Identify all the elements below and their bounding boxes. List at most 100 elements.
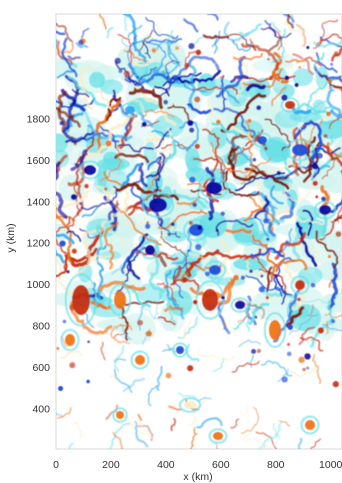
eddy-dot xyxy=(297,297,301,302)
field-filament xyxy=(95,185,114,205)
field-filament xyxy=(225,228,252,234)
field-filament xyxy=(244,129,264,147)
vortex-core xyxy=(285,101,295,109)
vortex-halo xyxy=(141,192,175,218)
field-filament xyxy=(130,177,149,215)
eddy-dot xyxy=(249,269,253,273)
vortex-core xyxy=(257,136,267,144)
eddy-dot xyxy=(188,43,195,50)
field-blob xyxy=(292,68,314,87)
field-filament xyxy=(272,21,282,33)
field-filament xyxy=(165,59,181,92)
field-filament xyxy=(160,230,190,279)
field-filament xyxy=(85,386,92,391)
field-filament xyxy=(80,185,118,211)
field-filament xyxy=(202,128,221,173)
eddy-dot xyxy=(276,170,281,176)
field-filament xyxy=(171,69,222,85)
eddy-dot xyxy=(269,75,274,81)
field-filament xyxy=(299,336,324,352)
field-filament xyxy=(295,23,307,48)
vortex-core xyxy=(176,346,184,354)
vortex-halo xyxy=(203,260,227,280)
field-filament xyxy=(298,326,315,346)
field-filament xyxy=(103,170,124,188)
eddy-dot xyxy=(333,51,339,56)
field-filament xyxy=(237,309,250,323)
eddy-dot xyxy=(247,118,252,123)
field-filament xyxy=(61,37,78,78)
field-filament xyxy=(199,353,236,362)
field-filament xyxy=(230,418,240,429)
y-tick-label: 1000 xyxy=(27,279,51,291)
field-filament xyxy=(80,27,90,39)
field-filament xyxy=(157,316,176,326)
vortex-core xyxy=(209,265,221,275)
y-tick-label: 400 xyxy=(32,404,50,416)
field-filament xyxy=(289,366,317,378)
field-filament xyxy=(134,420,149,448)
field-filament xyxy=(106,97,122,121)
field-filament xyxy=(293,119,323,160)
field-filament xyxy=(270,258,308,279)
eddy-dot xyxy=(58,386,64,392)
field-filament xyxy=(336,206,342,223)
y-tick-label: 1200 xyxy=(27,238,51,250)
field-filament xyxy=(79,228,100,239)
eddy-dot xyxy=(287,342,291,346)
field-filament xyxy=(184,251,215,259)
field-filament xyxy=(207,14,219,21)
field-filament xyxy=(113,344,125,372)
eddy-dot xyxy=(233,274,239,281)
field-filament xyxy=(110,325,130,345)
field-filament xyxy=(109,375,117,381)
x-tick-label: 600 xyxy=(212,459,230,471)
field-filament xyxy=(99,14,107,30)
field-filament xyxy=(321,153,336,180)
y-tick-label: 800 xyxy=(32,321,50,333)
field-filament xyxy=(113,368,133,393)
field-filament xyxy=(167,102,190,122)
vortex-halo xyxy=(108,283,132,317)
field-filament xyxy=(286,14,294,29)
field-filament xyxy=(187,103,212,115)
vortex-halo xyxy=(252,132,272,148)
eddy-dot xyxy=(145,330,152,337)
eddy-dot xyxy=(263,218,269,224)
field-filament xyxy=(57,407,72,419)
field-filament xyxy=(99,143,122,182)
vortex-core xyxy=(213,432,223,440)
vortex-core xyxy=(319,205,331,215)
heatmap-field xyxy=(56,14,342,449)
eddy-dot xyxy=(315,195,319,199)
field-filament xyxy=(125,204,156,213)
field-filament xyxy=(139,29,154,51)
vortex-halo xyxy=(78,160,102,180)
field-filament xyxy=(122,377,146,392)
y-axis: 400 600 800 1000 1200 1400 1600 1800 xyxy=(27,113,51,415)
vortex-core xyxy=(116,411,124,419)
eddy-dot xyxy=(222,322,226,326)
eddy-dot xyxy=(220,211,226,216)
field-filament xyxy=(312,19,339,49)
field-filament xyxy=(175,55,220,83)
field-filament xyxy=(230,74,249,84)
vortex-halo xyxy=(313,200,337,220)
field-filament xyxy=(124,14,129,32)
field-filament xyxy=(197,176,209,204)
field-filament xyxy=(147,127,174,153)
field-filament xyxy=(82,220,107,264)
eddy-dot xyxy=(252,158,257,162)
field-filament xyxy=(109,422,131,449)
vortex-halo xyxy=(178,397,202,413)
field-filament xyxy=(291,223,306,259)
field-filament xyxy=(295,221,318,268)
y-tick-label: 1600 xyxy=(27,155,51,167)
field-filament xyxy=(284,58,305,64)
eddy-dot xyxy=(215,119,221,125)
eddy-dot xyxy=(195,244,202,251)
eddy-dot xyxy=(167,232,171,237)
field-filament xyxy=(69,300,113,335)
eddy-dot xyxy=(281,94,288,101)
